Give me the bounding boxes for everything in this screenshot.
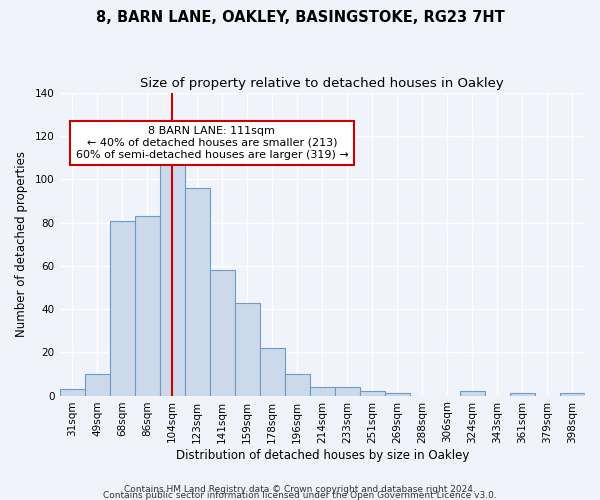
Text: 8 BARN LANE: 111sqm
← 40% of detached houses are smaller (213)
60% of semi-detac: 8 BARN LANE: 111sqm ← 40% of detached ho…: [76, 126, 349, 160]
Text: Contains HM Land Registry data © Crown copyright and database right 2024.: Contains HM Land Registry data © Crown c…: [124, 484, 476, 494]
Bar: [185, 188, 209, 396]
Bar: [560, 394, 585, 396]
Bar: [134, 216, 160, 396]
Bar: [385, 394, 410, 396]
X-axis label: Distribution of detached houses by size in Oakley: Distribution of detached houses by size …: [176, 450, 469, 462]
Bar: [59, 389, 85, 396]
Text: Contains public sector information licensed under the Open Government Licence v3: Contains public sector information licen…: [103, 490, 497, 500]
Bar: [285, 374, 310, 396]
Bar: [209, 270, 235, 396]
Bar: [360, 391, 385, 396]
Bar: [235, 302, 260, 396]
Bar: [110, 220, 134, 396]
Bar: [310, 387, 335, 396]
Bar: [85, 374, 110, 396]
Y-axis label: Number of detached properties: Number of detached properties: [15, 152, 28, 338]
Bar: [260, 348, 285, 396]
Title: Size of property relative to detached houses in Oakley: Size of property relative to detached ho…: [140, 78, 504, 90]
Bar: [160, 147, 185, 396]
Bar: [510, 394, 535, 396]
Bar: [460, 391, 485, 396]
Text: 8, BARN LANE, OAKLEY, BASINGSTOKE, RG23 7HT: 8, BARN LANE, OAKLEY, BASINGSTOKE, RG23 …: [95, 10, 505, 25]
Bar: [335, 387, 360, 396]
